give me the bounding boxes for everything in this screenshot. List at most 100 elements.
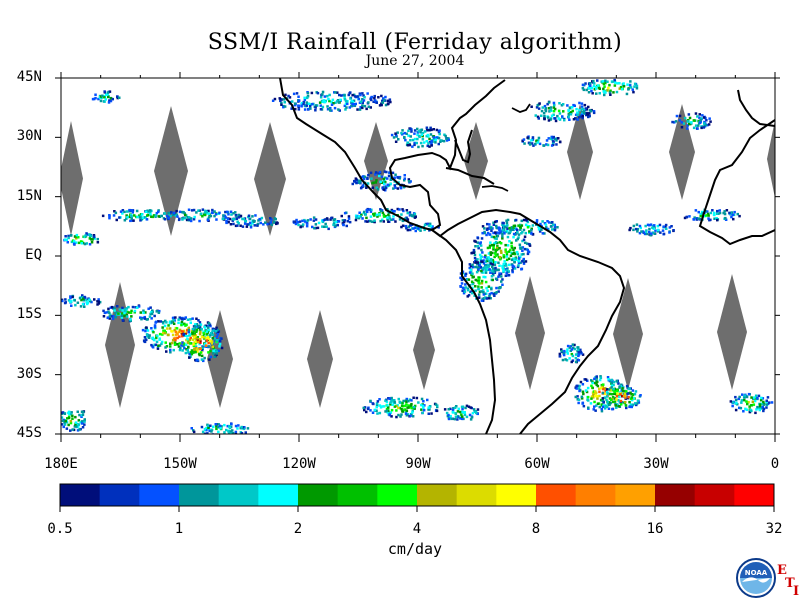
rain-cell xyxy=(226,217,230,221)
rain-cell xyxy=(745,395,748,398)
rain-cell xyxy=(211,336,214,340)
rain-cell xyxy=(470,251,473,255)
rain-cell xyxy=(659,231,662,234)
rain-cell xyxy=(574,360,578,364)
rain-cell xyxy=(80,298,83,302)
rain-cell xyxy=(401,224,405,227)
rain-cell xyxy=(131,305,135,309)
rain-cell xyxy=(495,248,499,252)
rain-cell xyxy=(610,378,613,382)
rain-cell xyxy=(307,102,311,105)
rain-cell xyxy=(210,430,213,433)
rain-cell xyxy=(636,228,639,231)
rain-cell xyxy=(701,114,704,117)
colorbar-swatch xyxy=(298,484,339,506)
rain-cell xyxy=(488,260,491,263)
rain-cell xyxy=(415,141,418,145)
rain-cell xyxy=(85,242,88,245)
rain-cell xyxy=(382,186,385,189)
rain-cell xyxy=(466,288,470,292)
rain-cell xyxy=(491,269,494,273)
rain-cell xyxy=(358,108,362,111)
rain-cell xyxy=(384,214,388,218)
rain-cell xyxy=(716,209,719,213)
rain-cell xyxy=(599,376,603,380)
rain-cell xyxy=(506,230,509,233)
rain-cell xyxy=(471,263,474,267)
rain-cell xyxy=(615,395,619,398)
rain-cell xyxy=(485,257,488,261)
rain-cell xyxy=(522,228,526,232)
rain-cell xyxy=(189,336,192,340)
rain-cell xyxy=(412,405,416,409)
rain-cell xyxy=(358,92,362,95)
rain-cell xyxy=(147,307,150,310)
rain-cell xyxy=(700,117,703,120)
rain-cell xyxy=(407,404,410,407)
rain-cell xyxy=(259,221,262,225)
rain-cell xyxy=(345,106,348,109)
rain-cell xyxy=(384,180,387,184)
rain-cell xyxy=(537,117,540,120)
rain-cell xyxy=(608,392,612,396)
rain-cell xyxy=(82,296,85,299)
rain-cell xyxy=(543,114,546,118)
rain-cell xyxy=(523,142,526,145)
rain-cell xyxy=(613,392,616,396)
rain-cell xyxy=(361,175,364,179)
rain-cell xyxy=(110,315,113,318)
rain-cell xyxy=(363,210,366,214)
rain-cell xyxy=(82,241,85,245)
rain-cell xyxy=(501,278,504,281)
rain-cell xyxy=(215,335,219,338)
rain-cell xyxy=(686,124,689,127)
rain-cell xyxy=(458,410,462,414)
rain-cell xyxy=(192,343,195,346)
rain-cell xyxy=(428,129,431,132)
rain-cell xyxy=(455,405,458,408)
rain-cell xyxy=(466,287,470,290)
swath-gap xyxy=(364,122,388,200)
rain-cell xyxy=(480,237,484,240)
rain-cell xyxy=(270,218,273,221)
rain-cell xyxy=(571,109,574,113)
rain-cell xyxy=(82,297,85,300)
rain-cell xyxy=(306,219,310,222)
rain-cell xyxy=(493,237,497,240)
rain-cell xyxy=(662,225,665,228)
rain-cell xyxy=(413,212,417,216)
rain-cell xyxy=(330,100,333,104)
rain-cell xyxy=(190,349,194,352)
rain-cell xyxy=(595,383,598,386)
rain-cell xyxy=(379,219,382,223)
rain-cell xyxy=(115,218,118,222)
rain-cell xyxy=(482,262,486,265)
rain-cell xyxy=(181,330,185,333)
rain-cell xyxy=(405,403,408,406)
rain-cell xyxy=(495,291,498,294)
rain-cell xyxy=(370,95,374,99)
rain-cell xyxy=(482,275,485,279)
rain-cell xyxy=(580,113,584,116)
rain-cell xyxy=(351,182,354,186)
rain-cell xyxy=(129,311,133,314)
rain-cell xyxy=(212,425,215,428)
rain-cell xyxy=(613,84,617,87)
rain-cell xyxy=(471,291,474,295)
rain-cell xyxy=(246,223,249,226)
rain-cell xyxy=(482,271,485,274)
rain-cell xyxy=(557,137,560,140)
rain-cell xyxy=(69,419,73,423)
rain-cell xyxy=(191,338,195,341)
rain-cell xyxy=(494,266,497,270)
rain-cell xyxy=(507,274,511,277)
rain-cell xyxy=(187,328,191,332)
rain-cell xyxy=(316,226,320,230)
rain-cell xyxy=(686,127,689,130)
rain-cell xyxy=(760,402,763,405)
rain-cell xyxy=(373,408,377,412)
rain-cell xyxy=(219,427,222,430)
rain-cell xyxy=(413,216,417,219)
rain-cell xyxy=(577,353,581,356)
rain-cell xyxy=(620,88,624,91)
